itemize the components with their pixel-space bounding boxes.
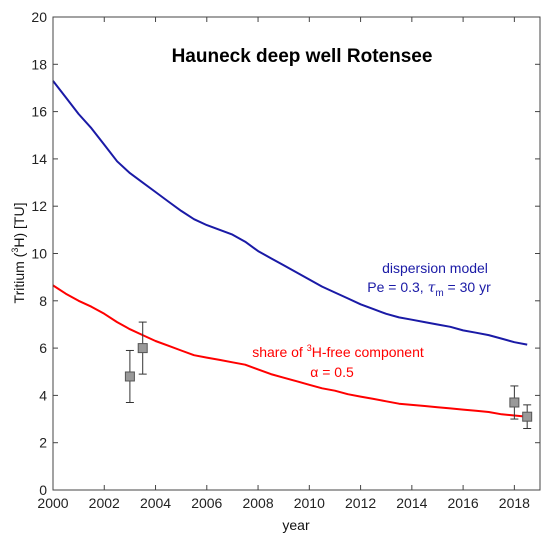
y-tick-label: 18 bbox=[31, 56, 47, 72]
chart-title: Hauneck deep well Rotensee bbox=[172, 46, 433, 67]
x-tick-label: 2008 bbox=[242, 495, 273, 511]
x-tick-label: 2014 bbox=[396, 495, 427, 511]
y-tick-label: 20 bbox=[31, 9, 47, 25]
share-component-label: share of 3H-free component bbox=[252, 343, 424, 360]
data-marker bbox=[509, 397, 520, 408]
measurement-points bbox=[124, 321, 533, 430]
x-tick-label: 2016 bbox=[448, 495, 479, 511]
y-tick-label: 0 bbox=[39, 482, 47, 498]
data-point bbox=[137, 321, 148, 375]
x-tick-label: 2002 bbox=[89, 495, 120, 511]
x-axis-label: year bbox=[282, 517, 310, 533]
data-marker bbox=[137, 343, 148, 354]
x-tick-label: 2012 bbox=[345, 495, 376, 511]
data-point bbox=[124, 349, 135, 403]
y-tick-label: 6 bbox=[39, 340, 47, 356]
y-axis-ticks: 0 2 4 6 8 10 12 14 16 18 20 bbox=[31, 9, 540, 498]
dispersion-model-params: Pe = 0.3, τm = 30 yr bbox=[367, 279, 491, 299]
x-tick-label: 2000 bbox=[37, 495, 68, 511]
alpha-label: α = 0.5 bbox=[310, 364, 354, 380]
x-tick-label: 2006 bbox=[191, 495, 222, 511]
series-lines bbox=[52, 80, 528, 418]
y-axis-label: Tritium (3H) [TU] bbox=[10, 203, 27, 304]
data-point bbox=[522, 404, 533, 430]
data-point bbox=[509, 385, 520, 420]
x-tick-label: 2018 bbox=[499, 495, 530, 511]
data-marker bbox=[124, 371, 135, 382]
y-tick-label: 2 bbox=[39, 435, 47, 451]
dispersion-model-label: dispersion model bbox=[382, 260, 488, 276]
y-tick-label: 8 bbox=[39, 293, 47, 309]
x-tick-label: 2004 bbox=[140, 495, 171, 511]
share-line bbox=[52, 284, 528, 418]
dispersion-line bbox=[52, 80, 528, 346]
x-tick-label: 2010 bbox=[294, 495, 325, 511]
x-axis-ticks: 2000 2002 2004 2006 2008 2010 2012 2014 2016 2018 bbox=[37, 17, 530, 511]
y-tick-label: 4 bbox=[39, 387, 47, 403]
y-tick-label: 16 bbox=[31, 104, 47, 120]
y-tick-label: 10 bbox=[31, 246, 47, 262]
y-tick-label: 14 bbox=[31, 151, 47, 167]
data-marker bbox=[522, 411, 533, 422]
y-tick-label: 12 bbox=[31, 198, 47, 214]
plot-background bbox=[53, 17, 540, 490]
